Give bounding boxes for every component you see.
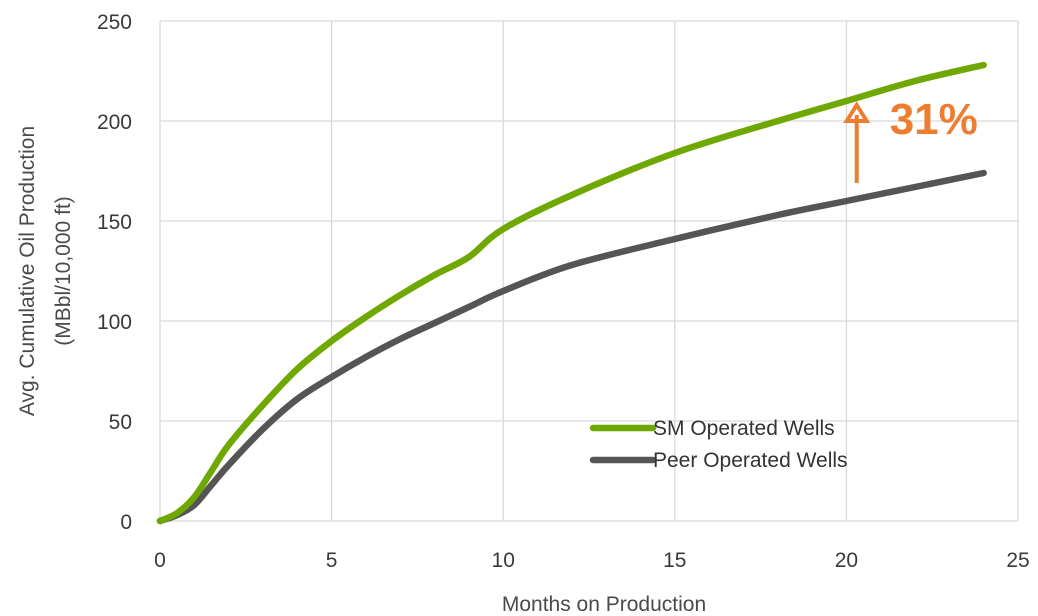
y-tick-label: 50 (109, 411, 132, 434)
x-tick-label: 25 (1006, 549, 1029, 572)
y-axis-title-line-2: (MBbl/10,000 ft) (52, 196, 75, 345)
percent-increase-label: 31% (890, 95, 978, 144)
y-tick-label: 100 (97, 311, 132, 334)
y-axis-title-line-1: Avg. Cumulative Oil Production (16, 126, 39, 416)
difference-annotation: 31% (843, 95, 978, 183)
legend: SM Operated Wells Peer Operated Wells (589, 417, 848, 472)
y-tick-label: 250 (97, 11, 132, 34)
series-line-sm-operated-wells (156, 61, 987, 525)
y-tick-label: 200 (97, 111, 132, 134)
arrow-head-icon (843, 101, 871, 123)
x-tick-label: 20 (835, 549, 858, 572)
x-axis-title: Months on Production (502, 593, 706, 616)
x-tick-label: 10 (492, 549, 515, 572)
x-tick-label: 5 (326, 549, 338, 572)
y-tick-label: 150 (97, 211, 132, 234)
y-tick-label: 0 (120, 511, 132, 534)
x-tick-labels: 0 5 10 15 20 25 (154, 549, 1030, 572)
y-tick-labels: 0 50 100 150 200 250 (97, 11, 132, 534)
legend-label: Peer Operated Wells (653, 449, 848, 472)
legend-label: SM Operated Wells (653, 417, 835, 440)
series-lines (156, 61, 987, 525)
x-tick-label: 15 (663, 549, 686, 572)
series-line-peer-operated-wells (156, 169, 987, 525)
x-tick-label: 0 (154, 549, 166, 572)
